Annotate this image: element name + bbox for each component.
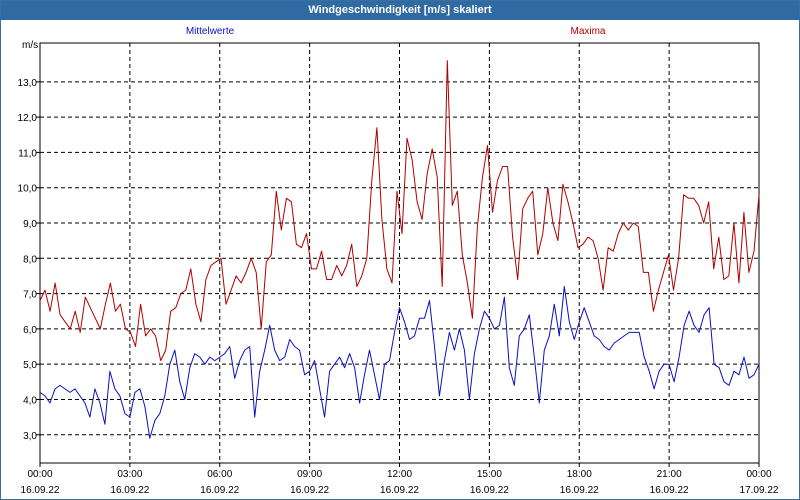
x-tick-label-time: 15:00 [477, 469, 502, 480]
y-tick-label: 13,0 [18, 78, 38, 89]
legend-maxima: Maxima [570, 26, 605, 37]
y-tick-label: 11,0 [18, 148, 37, 159]
series-line-mittelwerte [39, 286, 760, 439]
x-tick-label-date: 16.09.22 [110, 485, 149, 496]
y-tick-label: 12,0 [18, 113, 38, 124]
x-tick-label-date: 16.09.22 [650, 485, 689, 496]
y-tick-label: 9,0 [23, 219, 37, 230]
x-tick-label-time: 12:00 [387, 469, 412, 480]
axes: 3,0 4,0 5,0 6,0 7,0 8,0 9,0 10,0 11,0 12,0 13,0 00:… [18, 78, 779, 496]
x-tick-label-date: 17.09.22 [740, 485, 779, 496]
y-tick-label: 7,0 [23, 290, 37, 301]
y-axis-unit-label: m/s [22, 40, 38, 51]
x-tick-label-time: 00:00 [746, 469, 771, 480]
series-line-maxima [39, 60, 760, 362]
x-tick-label-date: 16.09.22 [470, 485, 509, 496]
x-tick-label-time: 09:00 [297, 469, 322, 480]
x-tick-label-date: 16.09.22 [560, 485, 599, 496]
chart-title: Windgeschwindigkeit [m/s] skaliert [1, 1, 799, 20]
x-tick-label-time: 06:00 [207, 469, 232, 480]
series-lines [39, 60, 760, 439]
legend-mittelwerte: Mittelwerte [186, 26, 235, 37]
x-tick-label-date: 16.09.22 [200, 485, 239, 496]
x-tick-label-date: 16.09.22 [290, 485, 329, 496]
x-tick-label-time: 00:00 [27, 469, 52, 480]
y-tick-label: 8,0 [23, 254, 37, 265]
x-tick-label-time: 21:00 [657, 469, 682, 480]
y-tick-label: 5,0 [23, 360, 37, 371]
x-tick-label-date: 16.09.22 [21, 485, 60, 496]
y-tick-label: 4,0 [23, 395, 37, 406]
grid [40, 43, 759, 463]
x-tick-label-time: 03:00 [117, 469, 142, 480]
y-tick-label: 3,0 [23, 431, 37, 442]
x-tick-label-date: 16.09.22 [380, 485, 419, 496]
x-tick-label-time: 18:00 [567, 469, 592, 480]
y-tick-label: 10,0 [18, 184, 38, 195]
y-tick-label: 6,0 [23, 325, 37, 336]
